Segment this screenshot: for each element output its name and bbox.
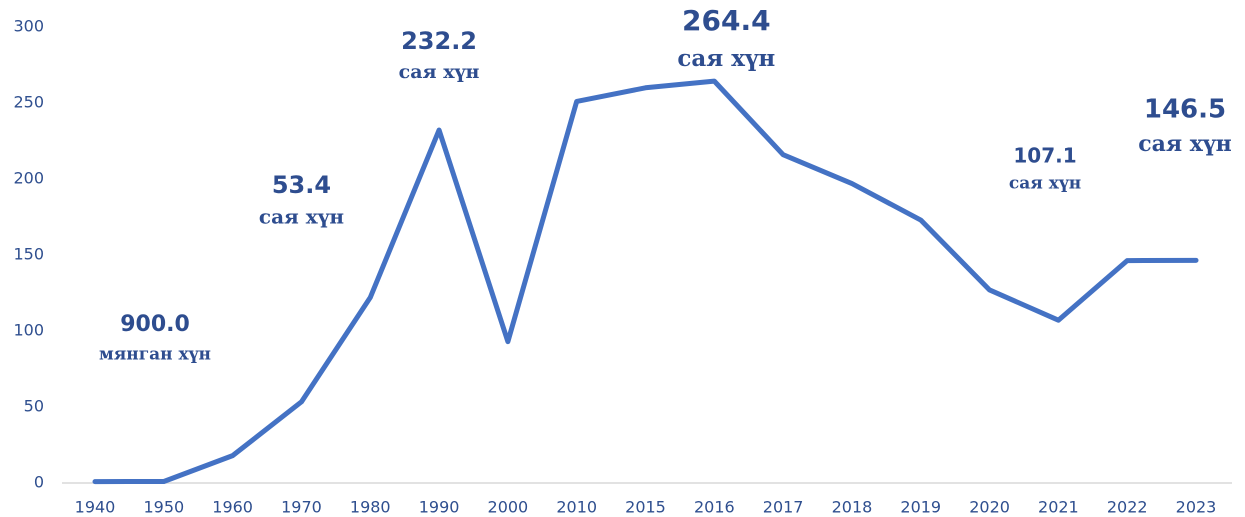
value-label: 146.5 [1144, 95, 1226, 125]
y-tick-label: 0 [34, 473, 44, 492]
x-tick-label: 1960 [212, 498, 253, 517]
x-tick-label: 1990 [419, 498, 460, 517]
value-label: 232.2 [401, 27, 477, 55]
value-label-unit: сая хүн [1009, 174, 1081, 194]
x-tick-label: 2022 [1107, 498, 1148, 517]
y-tick-label: 200 [13, 169, 44, 188]
value-label-unit: мянган хүн [99, 345, 211, 365]
x-tick-label: 2023 [1176, 498, 1217, 517]
x-tick-label: 1970 [281, 498, 322, 517]
x-tick-label: 2000 [488, 498, 529, 517]
x-tick-label: 2017 [763, 498, 804, 517]
line-series [92, 78, 1199, 485]
y-tick-label: 100 [13, 321, 44, 340]
x-tick-label: 2021 [1038, 498, 1079, 517]
value-label: 264.4 [682, 4, 771, 37]
x-tick-label: 2010 [556, 498, 597, 517]
value-label-unit: сая хүн [259, 205, 344, 229]
x-tick-label: 2020 [969, 498, 1010, 517]
value-label: 53.4 [272, 171, 331, 199]
y-tick-label: 250 [13, 93, 44, 112]
y-tick-label: 50 [24, 397, 44, 416]
x-tick-label: 2016 [694, 498, 735, 517]
value-label-unit: сая хүн [677, 45, 775, 72]
y-tick-label: 300 [13, 17, 44, 36]
x-tick-label: 2015 [625, 498, 666, 517]
x-tick-label: 1940 [75, 498, 116, 517]
value-label-unit: сая хүн [399, 61, 480, 83]
y-tick-label: 150 [13, 245, 44, 264]
x-tick-label: 1980 [350, 498, 391, 517]
value-label-unit: сая хүн [1138, 131, 1232, 157]
x-tick-label: 1950 [143, 498, 184, 517]
x-tick-label: 2018 [832, 498, 873, 517]
x-tick-label: 2019 [900, 498, 941, 517]
value-label: 900.0 [120, 312, 190, 337]
value-label: 107.1 [1013, 144, 1076, 168]
